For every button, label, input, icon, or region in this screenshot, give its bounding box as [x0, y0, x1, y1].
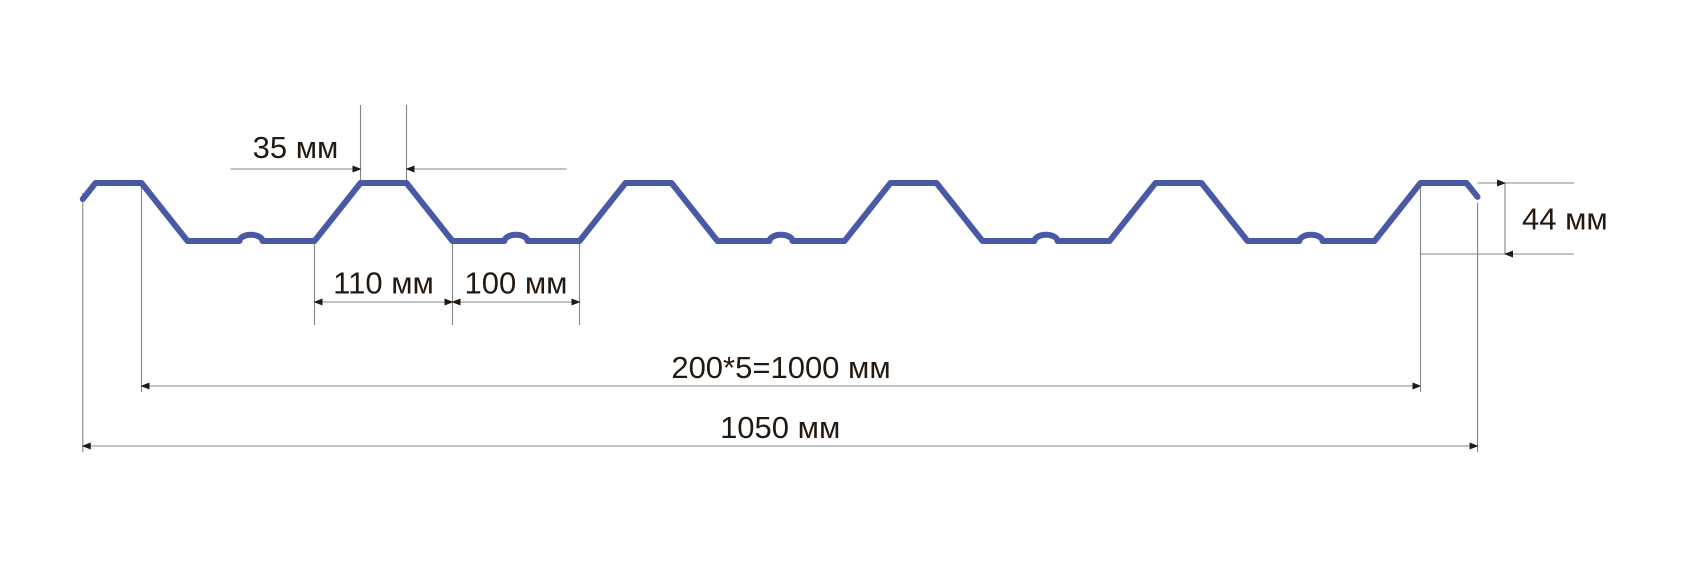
- svg-text:35 мм: 35 мм: [253, 130, 339, 165]
- svg-text:110 мм: 110 мм: [333, 266, 434, 301]
- svg-text:200*5=1000 мм: 200*5=1000 мм: [671, 350, 890, 385]
- svg-text:100 мм: 100 мм: [465, 266, 568, 301]
- svg-text:1050 мм: 1050 мм: [720, 410, 840, 445]
- svg-text:44 мм: 44 мм: [1522, 202, 1608, 237]
